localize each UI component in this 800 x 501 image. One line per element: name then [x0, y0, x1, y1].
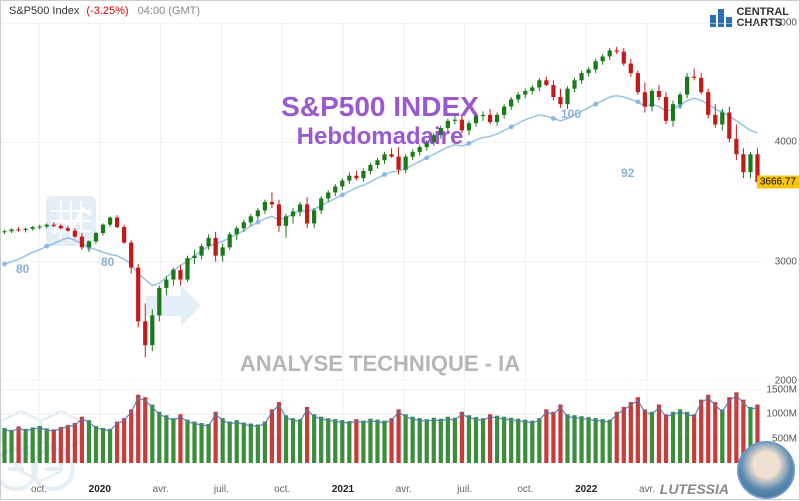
xaxis-tick: oct. — [274, 484, 290, 495]
timestamp: 04:00 (GMT) — [138, 5, 200, 17]
price-chart[interactable] — [1, 23, 759, 381]
volume-ytick: 1500M — [766, 384, 797, 395]
xaxis-tick: 2020 — [89, 484, 111, 495]
xaxis-tick: juil. — [214, 484, 229, 495]
price-ytick: 3000 — [775, 256, 797, 267]
indicator-value: 80 — [16, 262, 29, 276]
xaxis-tick: oct. — [517, 484, 533, 495]
xaxis-tick: 2021 — [332, 484, 354, 495]
xaxis-tick: avr. — [639, 484, 655, 495]
volume-chart[interactable] — [1, 385, 759, 463]
current-price-tag: 3666.77 — [757, 176, 799, 189]
instrument-name: S&P500 Index — [9, 5, 79, 17]
indicator-value: 80 — [101, 255, 114, 269]
chart-container: S&P500 Index (-3.25%) 04:00 (GMT) CENTRA… — [0, 0, 800, 500]
xaxis-tick: avr. — [396, 484, 412, 495]
xaxis-tick: juil. — [457, 484, 472, 495]
price-ytick: 4000 — [775, 137, 797, 148]
price-ytick: 5000 — [775, 18, 797, 29]
avatar-icon — [737, 441, 795, 499]
volume-ytick: 1000M — [766, 409, 797, 420]
xaxis-tick: oct. — [31, 484, 47, 495]
indicator-value: 92 — [621, 166, 634, 180]
chart-header: S&P500 Index (-3.25%) 04:00 (GMT) — [9, 5, 200, 17]
xaxis-tick: 2022 — [575, 484, 597, 495]
xaxis-tick: avr. — [153, 484, 169, 495]
indicator-value: 100 — [561, 107, 581, 121]
percent-change: (-3.25%) — [86, 5, 128, 17]
footer-brand: LUTESSIA — [660, 481, 729, 497]
